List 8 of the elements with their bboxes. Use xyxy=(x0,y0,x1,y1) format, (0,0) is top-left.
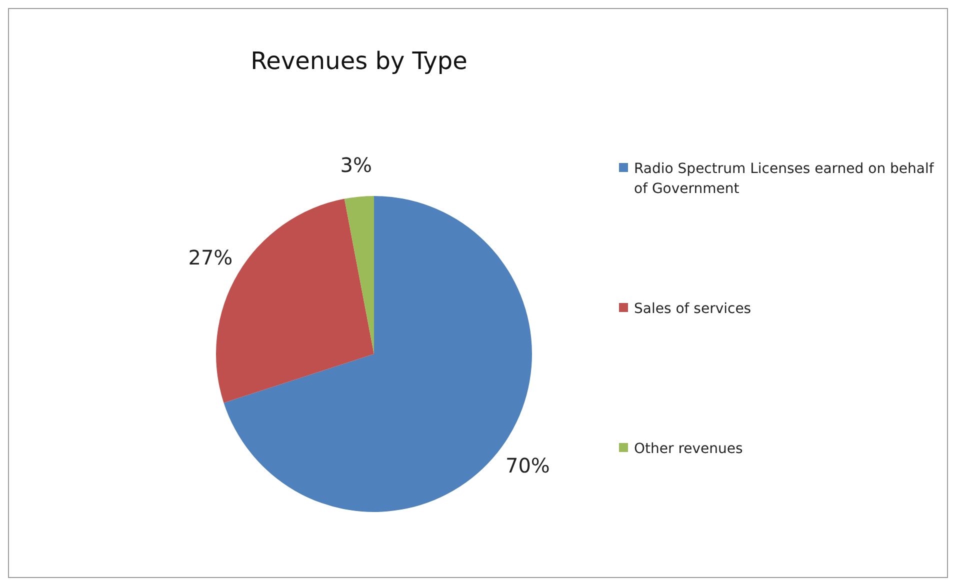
data-label: 27% xyxy=(188,245,233,270)
data-label: 70% xyxy=(505,454,550,478)
pie-slice xyxy=(344,196,374,354)
legend-label: Sales of services xyxy=(634,300,752,319)
legend-label: Other revenues xyxy=(634,440,743,459)
data-label: 3% xyxy=(340,152,372,177)
legend-label: Radio Spectrum Licenses earned on behalf of Government xyxy=(634,160,935,199)
chart-title: Revenues by Type xyxy=(250,47,468,75)
